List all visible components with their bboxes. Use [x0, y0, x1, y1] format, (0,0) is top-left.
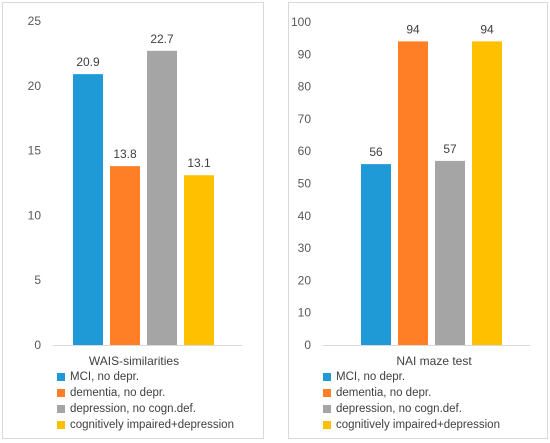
y-tick-label: 0 — [34, 338, 41, 352]
data-label-dementia: 13.8 — [113, 147, 137, 161]
legend-item-dementia: dementia, no depr. — [323, 385, 500, 401]
y-tick-label: 30 — [298, 241, 312, 255]
legend-swatch-dementia — [57, 389, 65, 397]
y-tick-label: 90 — [298, 47, 312, 61]
x-axis-title: NAI maze test — [396, 354, 472, 368]
y-tick-label: 10 — [28, 208, 42, 222]
y-tick-label: 15 — [28, 144, 42, 158]
y-tick-label: 20 — [298, 273, 312, 287]
legend-item-mci: MCI, no depr. — [323, 369, 500, 385]
legend-nai: MCI, no depr. dementia, no depr. depress… — [323, 369, 500, 433]
chart-nai-maze-test: 0 10 20 30 40 50 60 70 80 90 100 56 94 57 94 NAI maze t… — [291, 15, 530, 368]
legend-swatch-mci — [323, 373, 331, 381]
y-tick-label: 10 — [298, 306, 312, 320]
legend-item-depression: depression, no cogn.def. — [57, 401, 234, 417]
bar-cognitively-impaired — [472, 41, 502, 345]
legend-swatch-depression — [57, 405, 65, 413]
chart-panel-wais: 0 5 10 15 20 25 20.9 13.8 22.7 13.1 WAIS-similarit… — [2, 2, 264, 439]
data-label-mci: 20.9 — [76, 55, 100, 69]
legend-label-depression: depression, no cogn.def. — [70, 403, 196, 415]
legend-wais: MCI, no depr. dementia, no depr. depress… — [57, 369, 234, 433]
legend-item-dementia: dementia, no depr. — [57, 385, 234, 401]
y-tick-label: 100 — [291, 15, 311, 29]
y-tick-label: 20 — [28, 79, 42, 93]
legend-swatch-dementia — [323, 389, 331, 397]
legend-item-cognitively-impaired: cognitively impaired+depression — [323, 417, 500, 433]
y-tick-label: 40 — [298, 209, 312, 223]
y-tick-label: 0 — [304, 338, 311, 352]
legend-item-cognitively-impaired: cognitively impaired+depression — [57, 417, 234, 433]
y-tick-label: 70 — [298, 112, 312, 126]
legend-swatch-cognitively-impaired — [323, 421, 331, 429]
bar-cognitively-impaired — [184, 175, 214, 345]
legend-label-dementia: dementia, no depr. — [336, 387, 432, 399]
y-tick-label: 5 — [34, 273, 41, 287]
legend-label-mci: MCI, no depr. — [336, 371, 406, 383]
legend-item-depression: depression, no cogn.def. — [323, 401, 500, 417]
legend-label-depression: depression, no cogn.def. — [336, 403, 462, 415]
data-label-cognitively-impaired: 13.1 — [187, 156, 211, 170]
chart-wais-similarities: 0 5 10 15 20 25 20.9 13.8 22.7 13.1 WAIS-similarit… — [28, 14, 242, 368]
legend-label-cognitively-impaired: cognitively impaired+depression — [70, 419, 234, 431]
data-label-depression: 57 — [443, 142, 457, 156]
bar-dementia — [398, 41, 428, 345]
legend-swatch-cognitively-impaired — [57, 421, 65, 429]
legend-swatch-depression — [323, 405, 331, 413]
x-axis-title: WAIS-similarities — [89, 354, 179, 368]
legend-label-cognitively-impaired: cognitively impaired+depression — [336, 419, 500, 431]
chart-panel-nai: 0 10 20 30 40 50 60 70 80 90 100 56 94 57 94 NAI maze t… — [288, 2, 548, 439]
legend-label-dementia: dementia, no depr. — [70, 387, 166, 399]
data-label-cognitively-impaired: 94 — [480, 22, 494, 36]
bar-dementia — [110, 166, 140, 345]
y-tick-label: 80 — [298, 80, 312, 94]
legend-item-mci: MCI, no depr. — [57, 369, 234, 385]
y-tick-label: 25 — [28, 14, 42, 28]
data-label-mci: 56 — [369, 145, 383, 159]
y-tick-label: 50 — [298, 177, 312, 191]
bar-depression — [435, 160, 465, 345]
bar-mci — [73, 74, 103, 346]
legend-swatch-mci — [57, 373, 65, 381]
y-tick-label: 60 — [298, 144, 312, 158]
data-label-dementia: 94 — [406, 22, 420, 36]
bar-mci — [361, 164, 391, 345]
data-label-depression: 22.7 — [150, 32, 174, 46]
legend-label-mci: MCI, no depr. — [70, 371, 140, 383]
bar-depression — [147, 50, 177, 346]
